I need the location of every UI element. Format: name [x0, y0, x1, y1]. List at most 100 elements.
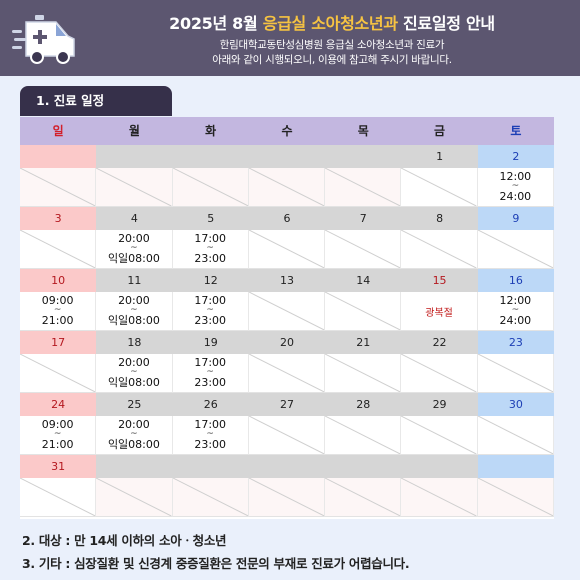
- day-number: [96, 145, 173, 168]
- day-body: 09:00 ~21:00: [20, 416, 97, 455]
- day-cell-24: 24 09:00 ~21:00: [20, 393, 97, 455]
- day-body: [248, 478, 326, 517]
- day-body: 17:00 ~23:00: [172, 416, 249, 455]
- weekday-header-tue: 화: [172, 117, 249, 145]
- page-title: 2025년 8월 응급실 소아청소년과 진료일정 안내: [92, 10, 572, 34]
- day-number: 30: [477, 393, 554, 416]
- ambulance-icon: [12, 15, 75, 64]
- section-schedule-tab: 1. 진료 일정: [20, 86, 172, 116]
- day-cell-2: 2 12:00 ~24:00: [477, 145, 554, 207]
- day-cell-18: 18 20:00 ~ 익일08:00: [96, 331, 173, 393]
- close-time: 24:00: [499, 314, 532, 327]
- time-separator: ~: [511, 181, 520, 191]
- clinic-hours: 17:00 ~23:00: [173, 357, 248, 388]
- day-cell-7: 7: [325, 207, 402, 269]
- day-cell-30: 30: [477, 393, 554, 455]
- holiday-label: 광복절: [425, 308, 453, 319]
- empty-cell: [172, 145, 249, 207]
- day-number: 19: [172, 331, 249, 354]
- day-cell-15: 15 광복절: [401, 269, 478, 331]
- closed-day-slash: [401, 354, 476, 392]
- time-separator: ~: [206, 305, 214, 315]
- day-number: 17: [20, 331, 97, 354]
- day-body: [325, 292, 402, 331]
- closed-day-slash: [20, 230, 95, 268]
- day-cell-11: 11 20:00 ~ 익일08:00: [96, 269, 173, 331]
- subtitle: 한림대학교동탄성심병원 응급실 소아청소년과 진료가 아래와 같이 시행되오니,…: [92, 38, 572, 68]
- closed-day-slash: [325, 292, 400, 330]
- day-body: [325, 230, 402, 269]
- day-body: [325, 168, 402, 207]
- day-cell-20: 20: [248, 331, 326, 393]
- open-time: 17:00: [194, 232, 227, 245]
- info-etc: 3. 기타 : 심장질환 및 신경계 중증질환은 전문의 부재로 진료가 어렵습…: [22, 556, 410, 571]
- day-number: 15: [401, 269, 478, 292]
- empty-cell: [96, 455, 173, 517]
- day-number: 26: [172, 393, 249, 416]
- closed-day-slash: [20, 478, 95, 516]
- closed-day-slash: [401, 416, 476, 454]
- day-number: 14: [325, 269, 402, 292]
- empty-cell: [20, 145, 97, 207]
- day-number: [477, 455, 554, 478]
- time-separator: ~: [130, 429, 138, 439]
- day-body: 09:00 ~21:00: [20, 292, 97, 331]
- day-number: 12: [172, 269, 249, 292]
- clinic-hours: 12:00 ~24:00: [478, 295, 553, 326]
- day-body: [477, 230, 554, 269]
- clinic-hours: 20:00 ~ 익일08:00: [96, 357, 171, 388]
- weekday-header-mon: 월: [96, 117, 173, 145]
- day-cell-22: 22: [401, 331, 478, 393]
- day-number: 28: [325, 393, 402, 416]
- day-number: [325, 455, 402, 478]
- day-body: [477, 354, 554, 393]
- close-time: 익일08:00: [107, 314, 160, 327]
- clinic-hours: 17:00 ~23:00: [173, 295, 248, 326]
- day-body: [325, 478, 402, 517]
- day-number: [325, 145, 402, 168]
- closed-day-slash: [173, 168, 248, 206]
- day-body: [96, 168, 173, 207]
- closed-day-slash: [478, 416, 553, 454]
- day-number: [172, 145, 249, 168]
- day-number: 8: [401, 207, 478, 230]
- closed-day-slash: [249, 354, 324, 392]
- day-cell-21: 21: [325, 331, 402, 393]
- day-cell-10: 10 09:00 ~21:00: [20, 269, 97, 331]
- day-number: 18: [96, 331, 173, 354]
- day-number: [248, 145, 326, 168]
- day-number: 7: [325, 207, 402, 230]
- weekday-header-wed: 수: [248, 117, 326, 145]
- time-separator: ~: [130, 243, 138, 253]
- day-cell-28: 28: [325, 393, 402, 455]
- day-number: 27: [248, 393, 326, 416]
- title-highlight: 응급실 소아청소년과: [262, 14, 398, 33]
- open-time: 20:00: [118, 232, 150, 245]
- day-body: [248, 354, 326, 393]
- clinic-hours: 20:00 ~ 익일08:00: [96, 419, 171, 450]
- time-separator: ~: [206, 243, 214, 253]
- day-body: [401, 354, 478, 393]
- close-time: 23:00: [194, 252, 227, 265]
- empty-cell: [172, 455, 249, 517]
- day-cell-25: 25 20:00 ~ 익일08:00: [96, 393, 173, 455]
- closed-day-slash: [325, 416, 400, 454]
- open-time: 12:00: [499, 170, 532, 183]
- empty-cell: [325, 145, 402, 207]
- clinic-hours: 09:00 ~21:00: [20, 419, 95, 450]
- day-number: 22: [401, 331, 478, 354]
- clinic-hours: 20:00 ~ 익일08:00: [96, 295, 171, 326]
- closed-day-slash: [20, 168, 95, 206]
- day-number: 31: [20, 455, 97, 478]
- closed-day-slash: [478, 354, 553, 392]
- close-time: 익일08:00: [107, 252, 160, 265]
- clinic-hours: 17:00 ~23:00: [173, 233, 248, 264]
- day-body: 17:00 ~23:00: [172, 354, 249, 393]
- day-body: 12:00 ~24:00: [477, 292, 554, 331]
- empty-cell: [325, 455, 402, 517]
- closed-day-slash: [96, 478, 171, 516]
- day-body: [248, 230, 326, 269]
- day-body: [248, 416, 326, 455]
- day-number: 24: [20, 393, 97, 416]
- title-part1: 2025년 8월: [169, 14, 263, 33]
